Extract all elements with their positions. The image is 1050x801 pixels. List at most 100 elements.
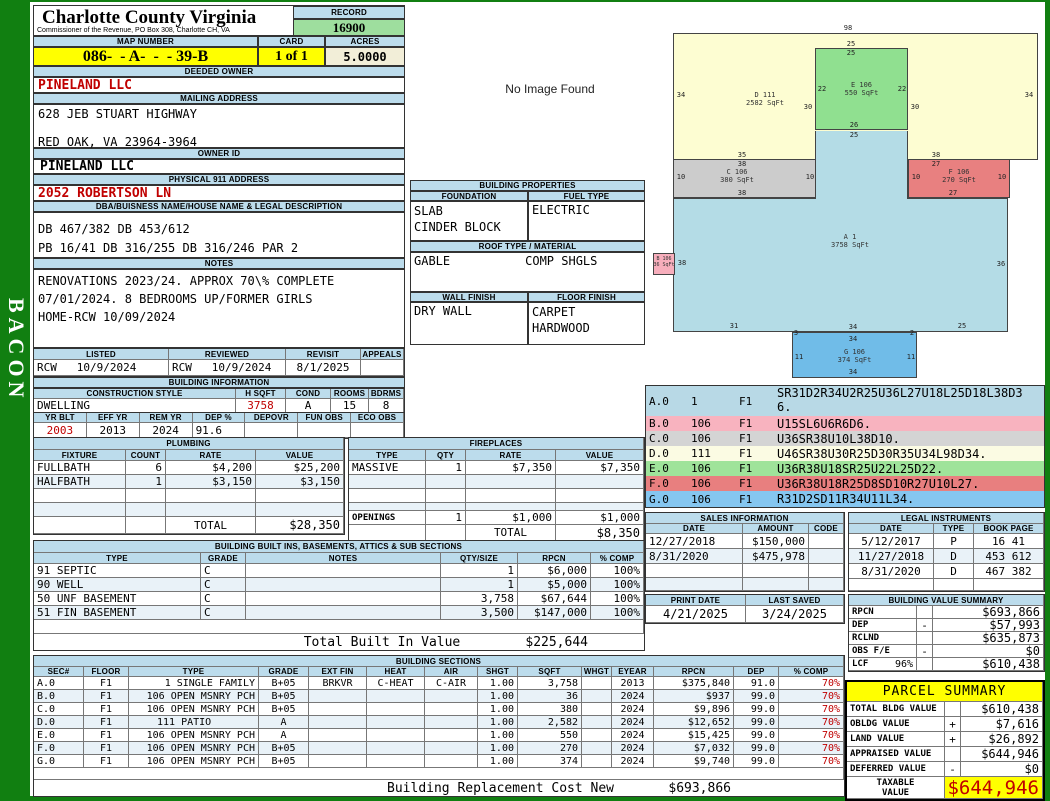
sketch-dim: 34: [1024, 91, 1034, 99]
empty-cell: [34, 634, 201, 650]
section-comp: 70%: [779, 716, 844, 729]
revisit-label: REVISIT: [286, 349, 361, 360]
sections-header: AIR: [425, 667, 478, 677]
fireplace-rate: $7,350: [466, 461, 556, 475]
bvs-sign: -: [917, 645, 933, 658]
code-floor: F1: [736, 476, 774, 491]
empty-cell: [166, 503, 256, 517]
no-image-placeholder: No Image Found: [505, 82, 595, 96]
legal-date: 5/12/2017: [849, 534, 934, 549]
bvs-value: $57,993: [933, 619, 1044, 632]
builtin-qty: 1: [441, 578, 518, 592]
county-title: Charlotte County Virginia: [42, 7, 257, 28]
section-rpcn: $9,896: [654, 703, 734, 716]
plumbing-header: COUNT: [126, 450, 166, 461]
dep-label: DEP %: [192, 413, 246, 423]
sketch-dim: 27: [948, 189, 958, 197]
code-use: 111: [688, 446, 736, 461]
openings-label: OPENINGS: [349, 511, 426, 525]
rooms-label: ROOMS: [331, 389, 369, 399]
legal-date: 11/27/2018: [849, 549, 934, 564]
sale-date: 8/31/2020: [646, 549, 743, 564]
sections-header: EYEAR: [612, 667, 654, 677]
builtin-type: 50 UNF BASEMENT: [34, 592, 201, 606]
empty-cell: [809, 564, 844, 578]
sections-header: SEC#: [34, 667, 84, 677]
rooms-value: 15: [331, 399, 369, 413]
section-dep: 99.0: [734, 729, 779, 742]
roof-values: GABLE COMP SHGLS: [410, 252, 645, 292]
parcel-label: LAND VALUE: [847, 732, 945, 747]
empty-cell: [849, 579, 934, 591]
section-eyear: 2024: [612, 742, 654, 755]
construction-style-value: DWELLING: [34, 399, 236, 413]
code-sec: F.0: [646, 476, 688, 491]
fireplaces-header: VALUE: [556, 450, 644, 461]
sale-amount: $150,000: [743, 534, 809, 549]
bvs-value: $635,873: [933, 632, 1044, 645]
plumbing-total-value: $28,350: [256, 517, 344, 534]
code-use: 1: [688, 386, 736, 416]
empty-cell: [201, 634, 246, 650]
plumbing-count: 1: [126, 475, 166, 489]
listed-label: LISTED: [34, 349, 169, 360]
sidebar-vertical-label: BACON: [4, 298, 29, 403]
sketch-dim: 38: [737, 189, 747, 197]
empty-cell: [34, 517, 126, 534]
section-grade: A: [259, 716, 309, 729]
parcel-label: OBLDG VALUE: [847, 717, 945, 732]
sale-code: [809, 534, 844, 549]
map-number-value: 086- - A- - - 39-B: [33, 47, 258, 66]
builtins-header: TYPE: [34, 553, 201, 564]
empty-cell: [426, 525, 466, 541]
sale-code: [809, 549, 844, 564]
builtin-grade: C: [201, 564, 246, 578]
builtin-grade: C: [201, 606, 246, 620]
builtin-type: 90 WELL: [34, 578, 201, 592]
fireplaces-header: RATE: [466, 450, 556, 461]
section-dep: 99.0: [734, 742, 779, 755]
bvs-sign: [917, 632, 933, 645]
section-rpcn: $12,652: [654, 716, 734, 729]
openings-value: $1,000: [556, 511, 644, 525]
parcel-summary-title: PARCEL SUMMARY: [847, 682, 1043, 702]
sketch-label-B: B 106 36 SqFt: [653, 256, 675, 268]
empty-cell: [974, 579, 1044, 591]
empty-cell: [34, 503, 126, 517]
empty-cell: [349, 475, 426, 489]
owner-id-value: PINELAND LLC: [33, 159, 405, 174]
sections-header: TYPE: [129, 667, 259, 677]
acres-value: 5.0000: [325, 47, 405, 66]
section-sqft: 374: [518, 755, 582, 768]
builtin-rpcn: $147,000: [518, 606, 591, 620]
section-dep: 99.0: [734, 716, 779, 729]
sketch-dim: 25: [846, 40, 856, 48]
sales-header: AMOUNT: [743, 524, 809, 534]
empty-cell: [349, 503, 426, 511]
remyr-label: REM YR: [139, 413, 193, 423]
section-dep: 99.0: [734, 755, 779, 768]
empty-cell: [426, 475, 466, 489]
empty-cell: [646, 564, 743, 578]
sketch-dim: 38: [931, 151, 941, 159]
code-use: 106: [688, 476, 736, 491]
builtin-notes: [246, 564, 441, 578]
section-eyear: 2024: [612, 703, 654, 716]
building-value-summary: BUILDING VALUE SUMMARY RPCN $693,866 DEP…: [848, 594, 1045, 672]
parcel-value: $644,946: [961, 747, 1043, 762]
section-shgt: 1.00: [478, 677, 518, 690]
section-floor: F1: [84, 703, 129, 716]
taxable-value-label: TAXABLE VALUE: [847, 777, 945, 799]
sales-table: SALES INFORMATION DATE AMOUNT CODE 12/27…: [645, 512, 845, 592]
notes-label: NOTES: [33, 258, 405, 269]
empty-cell: [126, 489, 166, 503]
sketch-dim: 25: [849, 131, 859, 139]
section-eyear: 2024: [612, 690, 654, 703]
sections-header: HEAT: [367, 667, 425, 677]
section-floor: F1: [84, 677, 129, 690]
listed-value: RCW 10/9/2024: [34, 360, 169, 376]
building-info-title: BUILDING INFORMATION: [33, 377, 405, 388]
reviewed-value: RCW 10/9/2024: [169, 360, 286, 376]
fireplaces-table: FIREPLACES TYPE QTY RATE VALUE MASSIVE 1…: [348, 437, 645, 542]
sketch-label-F: F 106 270 SqFt: [942, 168, 976, 184]
